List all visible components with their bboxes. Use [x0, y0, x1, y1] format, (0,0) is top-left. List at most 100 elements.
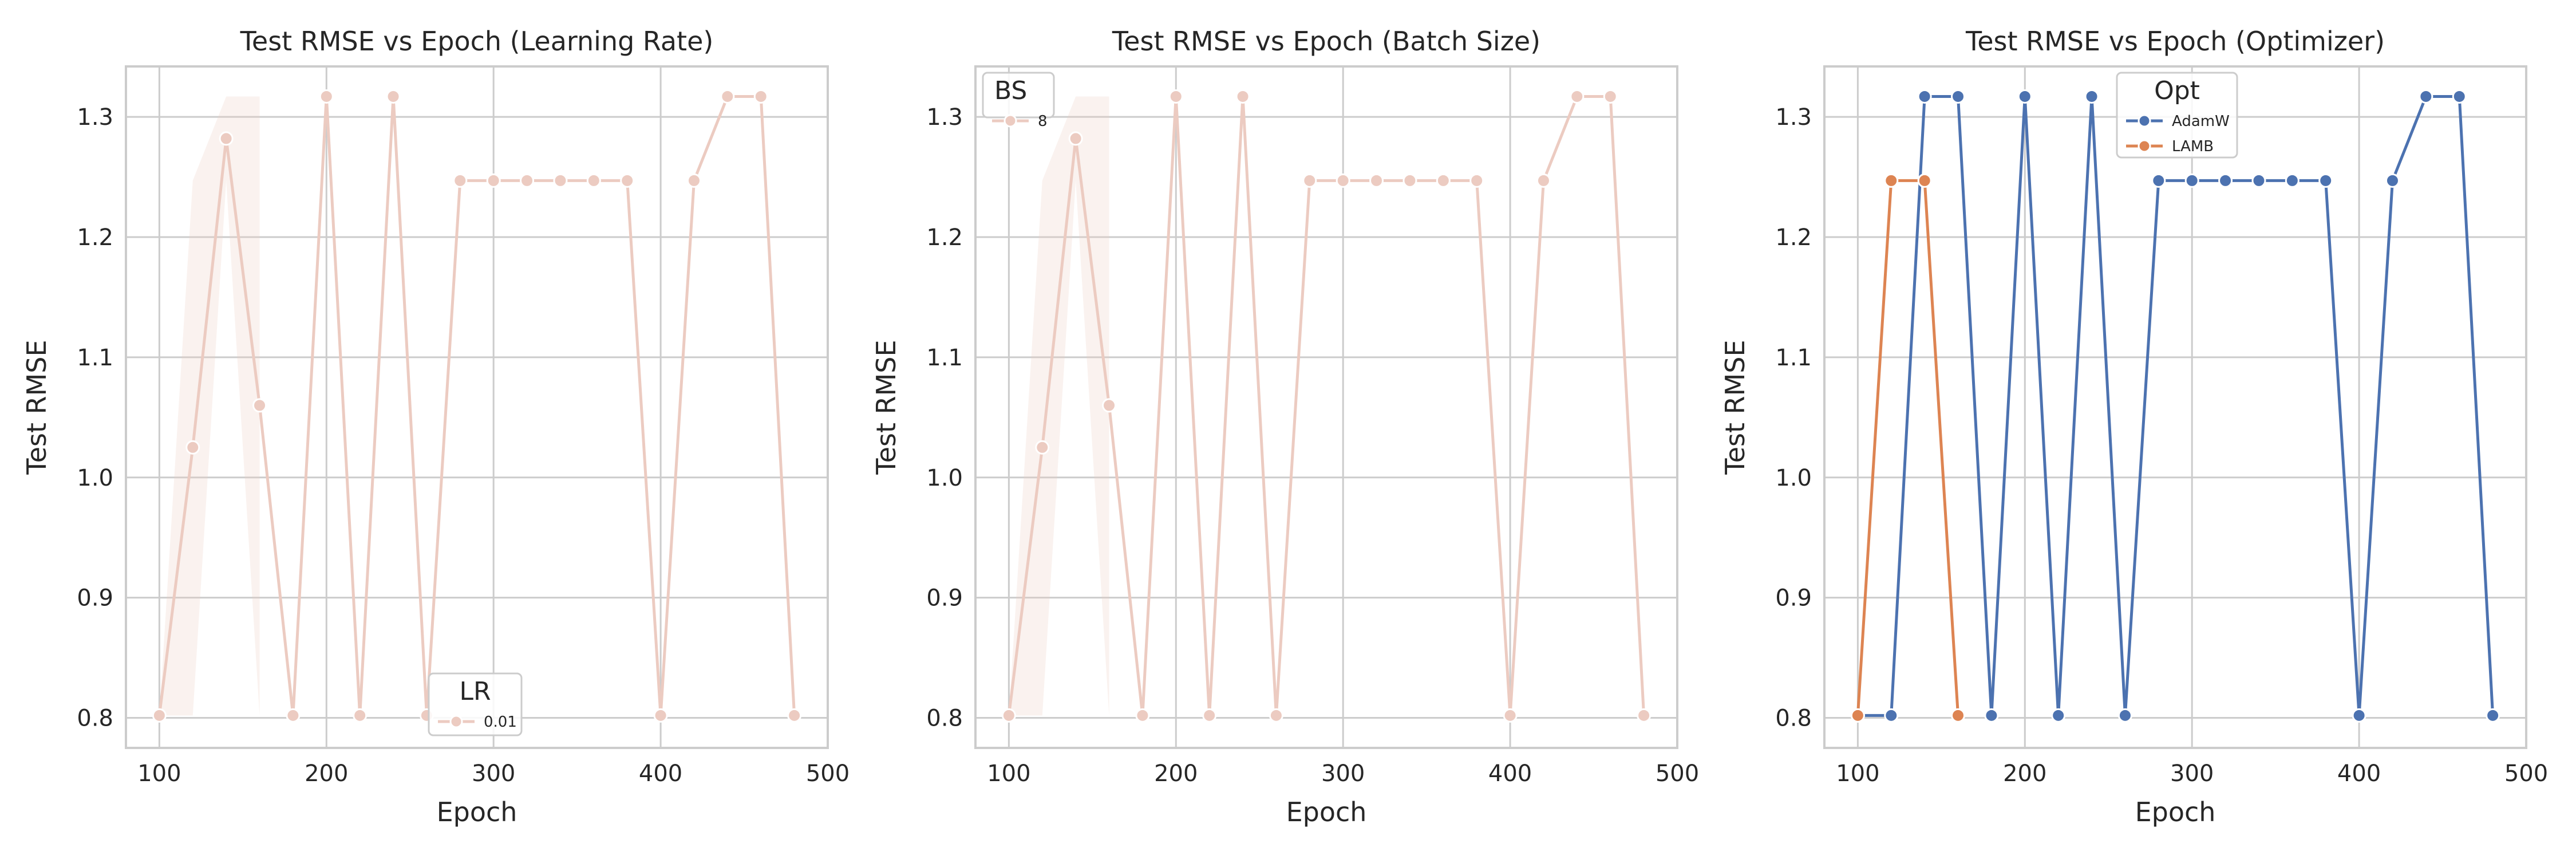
x-tick-label: 100 — [987, 761, 1030, 787]
data-point — [1951, 708, 1966, 723]
data-point — [2486, 708, 2500, 723]
data-point — [1469, 173, 1484, 188]
legend-entry-label: LAMB — [2172, 138, 2214, 155]
y-tick-label: 1.0 — [1775, 465, 1812, 491]
y-axis-label: Test RMSE — [871, 340, 902, 475]
legend: LR 0.01 — [428, 672, 523, 736]
legend-marker — [449, 715, 463, 728]
axes-frame — [125, 65, 829, 749]
x-tick-label: 200 — [2003, 761, 2046, 787]
chart-title: Test RMSE vs Epoch (Optimizer) — [1965, 26, 2385, 57]
data-point — [1603, 89, 1618, 104]
data-point — [386, 89, 401, 104]
legend-frame — [2116, 72, 2238, 159]
x-tick-label: 500 — [2504, 761, 2548, 787]
y-tick-label: 0.9 — [926, 585, 963, 612]
data-point — [1917, 89, 1932, 104]
axes-frame — [1823, 65, 2527, 749]
data-point — [787, 708, 802, 723]
data-point — [1336, 173, 1350, 188]
data-point — [653, 708, 668, 723]
y-tick-label: 1.2 — [1775, 224, 1812, 251]
data-point — [286, 708, 301, 723]
chart-panel-2: 100 200 300 400 500 0.8 0.9 1.0 1.1 1.2 1.3 Test RM… — [871, 26, 1699, 828]
y-axis-label: Test RMSE — [1720, 340, 1751, 475]
data-point — [2117, 708, 2132, 723]
legend-entry-label: 0.01 — [484, 714, 517, 731]
data-point — [2084, 89, 2099, 104]
x-tick-label: 400 — [1488, 761, 1532, 787]
data-point — [2051, 708, 2066, 723]
x-tick-label: 300 — [1321, 761, 1365, 787]
data-point — [1436, 173, 1451, 188]
x-tick-label: 500 — [806, 761, 850, 787]
y-tick-label: 1.3 — [77, 104, 113, 131]
data-point — [353, 708, 368, 723]
confidence-band — [159, 96, 260, 716]
data-point — [686, 173, 701, 188]
data-point — [620, 173, 635, 188]
data-point — [1850, 708, 1865, 723]
legend: BS 8 — [982, 72, 1055, 130]
data-point — [1001, 708, 1016, 723]
data-point — [152, 708, 167, 723]
data-point — [1402, 173, 1417, 188]
x-tick-label: 200 — [305, 761, 348, 787]
legend-entry-label: AdamW — [2172, 113, 2230, 130]
chart-panel-3: 100 200 300 400 500 0.8 0.9 1.0 1.1 1.2 1.3 Test RM… — [1720, 26, 2548, 828]
data-point — [1503, 708, 1518, 723]
y-axis-label: Test RMSE — [21, 340, 52, 475]
x-tick-label: 300 — [2170, 761, 2214, 787]
data-point — [1302, 173, 1317, 188]
data-point — [2184, 173, 2199, 188]
x-axis-label: Epoch — [437, 797, 517, 828]
y-tick-label: 1.3 — [926, 104, 963, 131]
y-tick-label: 1.2 — [77, 224, 113, 251]
data-point — [1135, 708, 1150, 723]
x-tick-label: 100 — [137, 761, 181, 787]
data-point — [1570, 89, 1585, 104]
data-point — [586, 173, 601, 188]
legend: Opt AdamW LAMB — [2116, 72, 2238, 159]
legend-marker — [2138, 114, 2151, 128]
y-tick-label: 0.8 — [926, 706, 963, 732]
y-tick-label: 0.9 — [77, 585, 113, 612]
data-point — [2352, 708, 2366, 723]
x-tick-label: 200 — [1154, 761, 1198, 787]
data-point — [1102, 398, 1117, 413]
legend-entry-label: 8 — [1038, 113, 1048, 130]
series-line — [1856, 179, 1960, 716]
data-point — [1536, 173, 1551, 188]
data-point — [1369, 173, 1384, 188]
series-line — [1858, 94, 2495, 717]
legend-title: Opt — [2154, 76, 2200, 105]
data-point — [520, 173, 535, 188]
x-axis-label: Epoch — [1286, 797, 1367, 828]
series-line — [157, 94, 796, 717]
data-point — [753, 89, 768, 104]
x-tick-label: 300 — [472, 761, 515, 787]
legend-frame — [982, 72, 1055, 119]
data-point — [2385, 173, 2400, 188]
data-point — [1168, 89, 1183, 104]
chart-title: Test RMSE vs Epoch (Batch Size) — [1112, 26, 1540, 57]
x-tick-label: 100 — [1836, 761, 1879, 787]
data-point — [2452, 89, 2467, 104]
y-tick-label: 0.8 — [77, 706, 113, 732]
y-tick-label: 0.9 — [1775, 585, 1812, 612]
data-point — [1202, 708, 1217, 723]
legend-title: LR — [459, 677, 491, 706]
data-point — [2251, 173, 2266, 188]
data-point — [1917, 173, 1932, 188]
data-point — [219, 131, 234, 146]
x-axis-label: Epoch — [2135, 797, 2216, 828]
data-point — [1884, 708, 1899, 723]
y-tick-label: 1.1 — [1775, 345, 1812, 371]
data-point — [720, 89, 735, 104]
y-tick-label: 1.0 — [926, 465, 963, 491]
data-point — [453, 173, 468, 188]
legend-marker — [2138, 139, 2151, 153]
legend-title: BS — [994, 76, 1027, 105]
data-point — [2419, 89, 2433, 104]
data-point — [553, 173, 568, 188]
